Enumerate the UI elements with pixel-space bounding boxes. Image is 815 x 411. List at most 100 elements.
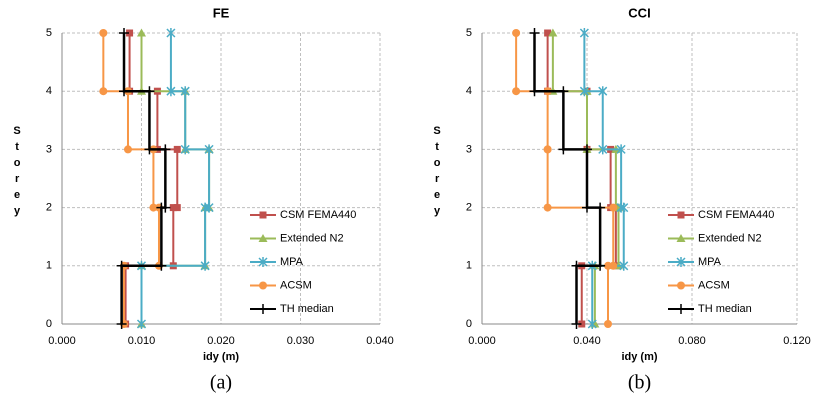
marker bbox=[587, 319, 597, 329]
marker bbox=[609, 261, 618, 270]
marker bbox=[579, 28, 589, 38]
y-tick-label: 1 bbox=[466, 260, 472, 272]
marker bbox=[160, 144, 171, 155]
marker bbox=[144, 86, 155, 97]
y-tick-label: 1 bbox=[46, 260, 52, 272]
x-tick-label: 0.040 bbox=[366, 335, 394, 347]
y-tick-label: 2 bbox=[466, 202, 472, 214]
legend-marker bbox=[677, 281, 685, 290]
y-tick-label: 4 bbox=[466, 85, 472, 97]
marker bbox=[123, 145, 132, 154]
series-line bbox=[140, 33, 211, 324]
marker bbox=[529, 28, 540, 38]
x-tick-label: 0.080 bbox=[678, 335, 706, 347]
y-tick-label: 5 bbox=[46, 27, 52, 39]
chart-title: FE bbox=[213, 5, 230, 20]
marker bbox=[169, 204, 177, 212]
panel-caption: (b) bbox=[628, 372, 651, 394]
legend-label: Extended N2 bbox=[698, 232, 762, 244]
marker bbox=[529, 86, 540, 97]
marker bbox=[595, 202, 606, 213]
marker bbox=[512, 29, 521, 37]
marker bbox=[200, 260, 210, 271]
y-tick-label: 5 bbox=[466, 27, 472, 39]
marker bbox=[609, 203, 618, 212]
legend-marker bbox=[258, 304, 268, 314]
legend-marker bbox=[676, 234, 686, 242]
legend-label: TH median bbox=[280, 303, 334, 315]
legend-marker bbox=[258, 257, 268, 267]
x-axis-label: idy (m) bbox=[621, 351, 657, 363]
y-tick-label: 2 bbox=[46, 202, 52, 214]
marker bbox=[604, 320, 612, 328]
marker bbox=[543, 203, 552, 212]
x-axis-label: idy (m) bbox=[203, 351, 239, 363]
x-tick-label: 0.120 bbox=[783, 335, 811, 347]
marker bbox=[548, 28, 558, 37]
marker bbox=[160, 202, 171, 213]
series-line bbox=[533, 33, 602, 324]
legend-label: ACSM bbox=[280, 279, 312, 291]
legend-marker bbox=[677, 211, 685, 219]
marker bbox=[543, 145, 552, 154]
marker bbox=[582, 144, 592, 155]
series-line bbox=[120, 33, 167, 324]
y-axis-label: Storey bbox=[11, 125, 23, 221]
marker bbox=[578, 320, 586, 328]
legend-label: Extended N2 bbox=[280, 232, 344, 244]
y-tick-label: 4 bbox=[46, 85, 52, 97]
panel-caption: (a) bbox=[210, 372, 232, 394]
marker bbox=[598, 144, 608, 155]
legend-marker bbox=[258, 234, 268, 242]
marker bbox=[156, 260, 167, 271]
x-tick-label: 0.000 bbox=[48, 335, 76, 347]
marker bbox=[173, 204, 181, 212]
marker bbox=[571, 319, 582, 329]
series-line bbox=[583, 33, 625, 324]
marker bbox=[598, 86, 608, 97]
marker bbox=[144, 144, 155, 155]
marker bbox=[180, 86, 190, 97]
x-tick-label: 0.030 bbox=[287, 335, 315, 347]
marker bbox=[99, 87, 108, 96]
x-tick-label: 0.020 bbox=[207, 335, 235, 347]
y-axis-label: Storey bbox=[431, 125, 443, 221]
legend-marker bbox=[259, 211, 267, 219]
marker bbox=[595, 260, 606, 271]
marker bbox=[149, 203, 158, 212]
y-tick-label: 3 bbox=[466, 143, 472, 155]
marker bbox=[616, 144, 626, 155]
series-line bbox=[124, 33, 179, 324]
marker bbox=[558, 144, 569, 155]
legend-label: MPA bbox=[280, 256, 304, 268]
marker bbox=[126, 29, 134, 37]
marker bbox=[619, 260, 629, 271]
x-tick-label: 0.000 bbox=[468, 335, 496, 347]
series-line bbox=[140, 33, 211, 324]
chart-title: CCI bbox=[628, 5, 650, 20]
legend-label: CSM FEMA440 bbox=[698, 209, 774, 221]
marker bbox=[99, 29, 108, 37]
marker bbox=[204, 202, 214, 213]
marker bbox=[579, 86, 589, 97]
marker bbox=[571, 260, 582, 271]
marker bbox=[116, 260, 127, 271]
y-tick-label: 3 bbox=[46, 143, 52, 155]
x-tick-label: 0.040 bbox=[573, 335, 601, 347]
marker bbox=[166, 86, 176, 97]
series-line bbox=[515, 33, 615, 324]
marker bbox=[582, 202, 592, 213]
marker bbox=[204, 144, 214, 155]
marker bbox=[137, 28, 146, 37]
marker bbox=[116, 319, 127, 329]
legend-label: MPA bbox=[698, 256, 722, 268]
marker bbox=[173, 145, 181, 153]
legend-marker bbox=[676, 257, 686, 267]
legend-marker bbox=[676, 304, 686, 314]
marker bbox=[544, 29, 552, 37]
y-tick-label: 0 bbox=[466, 318, 472, 330]
legend-label: TH median bbox=[698, 303, 752, 315]
marker bbox=[136, 319, 147, 329]
legend-marker bbox=[259, 281, 267, 290]
legend-label: ACSM bbox=[698, 279, 730, 291]
